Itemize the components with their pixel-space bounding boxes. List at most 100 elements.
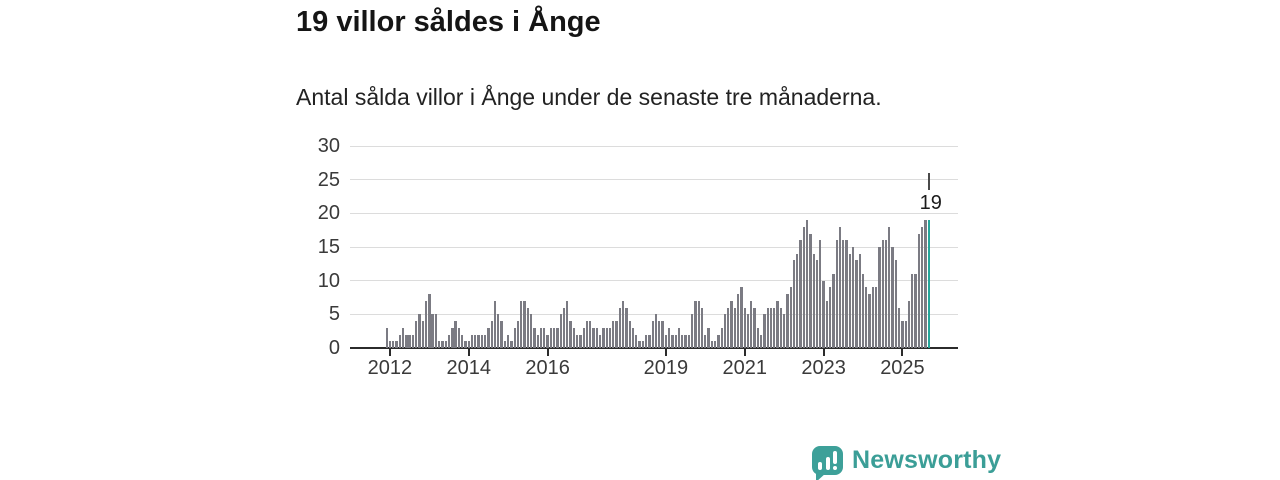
bar [585,321,589,348]
grid-line [350,179,958,181]
bar [812,253,815,348]
x-tick-label: 2016 [525,357,570,379]
bar [894,260,898,348]
bar [792,260,796,348]
bar [737,294,740,348]
bar [441,341,444,348]
bar [822,280,825,348]
bar [917,233,920,348]
bar [832,273,835,348]
bar [553,327,556,348]
bar [684,334,687,348]
bar [878,247,881,348]
y-tick-label: 25 [317,168,340,191]
bar [861,273,865,348]
bar [612,321,615,348]
bar [493,300,497,348]
bar [395,341,398,348]
bar [671,334,674,348]
bar [582,327,585,348]
bar [668,327,671,348]
bar [664,334,668,348]
bar [855,260,858,348]
bar [723,314,727,348]
bar [595,327,599,348]
x-tick-label: 2012 [367,357,413,379]
bar [625,307,628,348]
bar [385,327,388,348]
bar [825,300,829,348]
bar [809,233,812,348]
x-axis-tick [546,349,549,356]
bar [733,307,737,348]
y-tick-label: 10 [317,269,340,292]
bar [907,300,911,348]
bar [750,300,753,348]
newsworthy-wordmark: Newsworthy [852,446,1002,474]
bar [454,321,457,348]
bar [444,341,447,348]
bar [769,307,773,348]
bar [599,334,602,348]
bar [848,253,852,348]
bar [796,253,799,348]
grid-line [350,246,958,248]
bar [523,300,526,348]
bar [467,341,470,348]
bar [579,334,582,348]
bar [858,253,861,348]
y-tick-label: 15 [317,236,340,258]
bar [388,341,392,348]
bar [746,314,750,348]
bar [661,321,664,348]
bar [658,321,661,348]
bar [516,321,520,348]
bar [714,341,717,348]
bar [783,314,786,348]
bar [740,287,743,348]
bar [815,260,819,348]
logo-bar-chart-icon [818,451,837,470]
bar [401,327,405,348]
chart-title: 19 villor såldes i Ånge [296,6,601,38]
bar [530,314,533,348]
x-tick-label: 2025 [880,357,925,379]
bar [569,321,572,348]
bar [536,334,539,348]
bar [786,294,789,348]
bar [411,334,415,348]
bar [727,307,730,348]
bar [697,300,700,348]
bar [415,321,418,348]
bar [566,300,569,348]
bar [852,247,855,348]
bar [451,327,454,348]
x-tick-label: 2023 [801,357,846,379]
grid-line [350,145,958,147]
bar [868,294,871,348]
bar [576,334,579,348]
bar [487,327,490,348]
bar [865,287,868,348]
bar [418,314,421,348]
bar [572,327,576,348]
bar [546,334,549,348]
x-tick-label: 2014 [446,357,492,379]
bar [756,327,760,348]
bar [434,314,438,348]
bar [904,321,907,348]
grid-line [350,313,958,315]
bar [753,307,756,348]
x-axis-tick [467,349,470,356]
bar [622,300,625,348]
bar [615,321,618,348]
bar [704,334,707,348]
bar [779,307,783,348]
bar [835,240,838,348]
highlighted-bar [927,220,930,348]
bar [802,226,806,348]
bar [539,327,543,348]
bar [891,247,894,348]
bar [562,307,566,348]
bar [845,240,848,348]
